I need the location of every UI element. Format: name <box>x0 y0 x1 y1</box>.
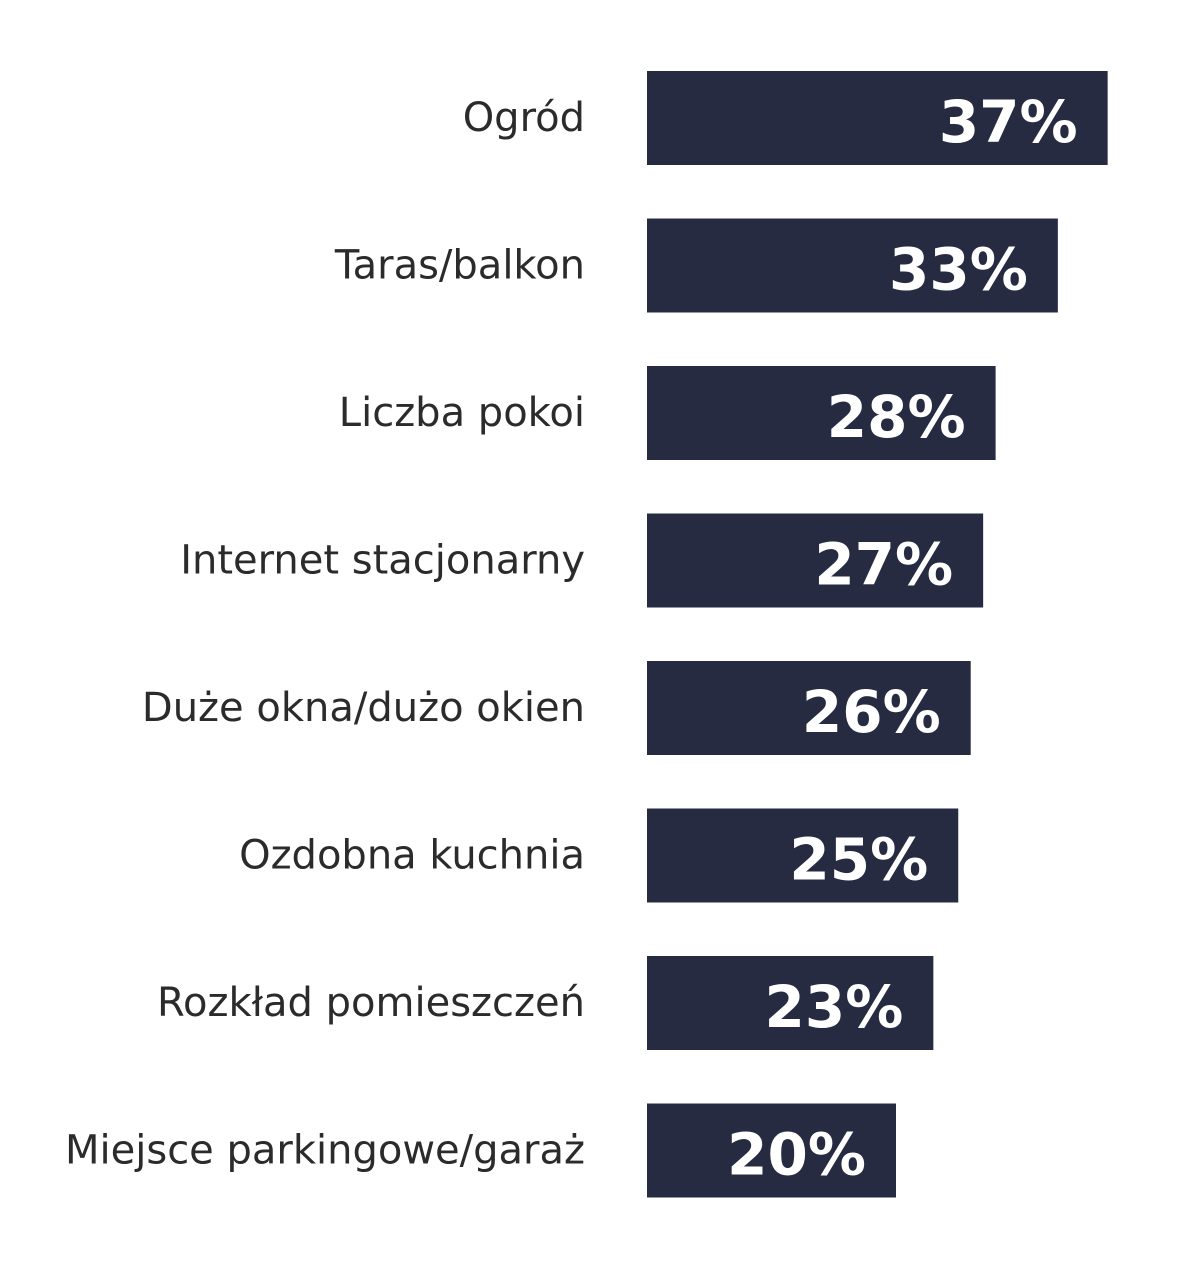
category-label: Ogród <box>463 95 585 141</box>
value-label: 23% <box>765 973 904 1041</box>
category-label: Rozkład pomieszczeń <box>157 980 585 1026</box>
bar <box>647 956 934 1050</box>
value-label: 27% <box>814 531 953 599</box>
bar <box>647 513 984 608</box>
value-label: 20% <box>727 1121 866 1189</box>
bar <box>647 661 971 755</box>
category-label: Liczba pokoi <box>339 390 585 436</box>
category-label: Ozdobna kuchnia <box>239 833 585 879</box>
category-label: Taras/balkon <box>334 243 585 289</box>
value-label: 33% <box>889 236 1028 304</box>
bar <box>647 1103 896 1198</box>
category-label: Internet stacjonarny <box>180 538 585 584</box>
value-label: 26% <box>802 678 941 746</box>
value-label: 25% <box>789 826 928 894</box>
bar <box>647 366 996 460</box>
value-label: 28% <box>827 383 966 451</box>
bar <box>647 808 959 903</box>
bar <box>647 71 1108 165</box>
category-label: Miejsce parkingowe/garaż <box>65 1128 585 1174</box>
value-label: 37% <box>939 88 1078 156</box>
bar <box>647 218 1058 313</box>
category-label: Duże okna/dużo okien <box>142 685 585 731</box>
bars-layer: Ogród 37% Taras/balkon 33% Liczba pokoi 28% In… <box>65 71 1108 1198</box>
